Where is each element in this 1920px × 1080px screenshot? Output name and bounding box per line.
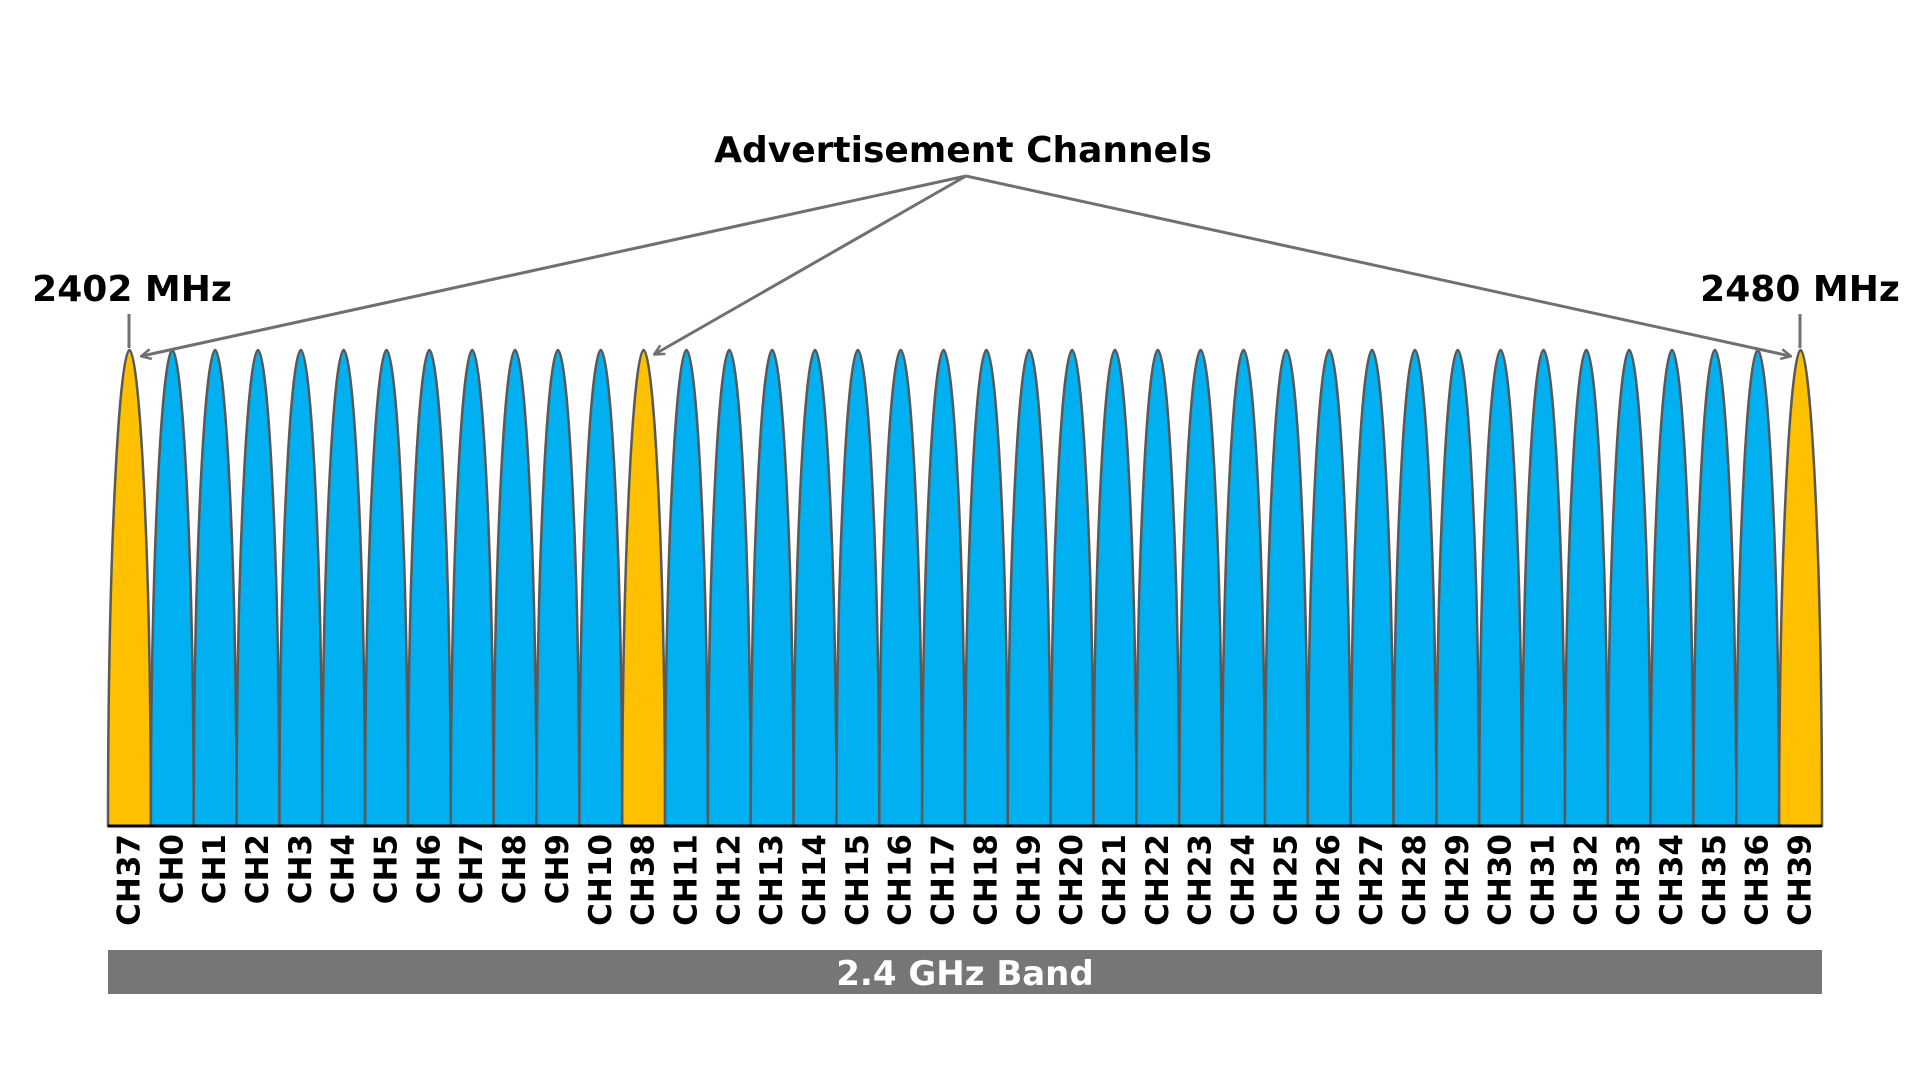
channel-label-ch6: CH6 [411, 834, 447, 904]
channel-lobe-ch17 [920, 348, 967, 828]
channel-lobe-ch38 [620, 348, 667, 828]
channel-lobe-ch22 [1135, 348, 1181, 828]
channel-lobe-ch26 [1306, 348, 1352, 828]
channel-label-ch37: CH37 [111, 834, 147, 926]
channel-lobe-ch34 [1649, 348, 1695, 828]
channel-lobe-ch14 [792, 348, 838, 828]
channel-label-ch39: CH39 [1783, 834, 1819, 926]
channel-lobes [106, 348, 1824, 828]
channel-lobe-ch39 [1777, 348, 1824, 828]
advertisement-arrows [142, 174, 1790, 356]
channel-lobe-ch6 [406, 348, 453, 828]
channel-lobe-ch13 [749, 348, 795, 828]
channel-label-ch16: CH16 [883, 834, 919, 926]
channel-label-ch14: CH14 [797, 834, 833, 926]
channel-label-ch30: CH30 [1483, 834, 1519, 926]
channel-label-ch33: CH33 [1611, 834, 1647, 926]
channel-label-ch11: CH11 [668, 834, 704, 926]
channel-lobe-ch25 [1263, 348, 1310, 828]
channel-label-ch25: CH25 [1268, 834, 1304, 926]
channel-label-ch24: CH24 [1226, 834, 1262, 926]
channel-labels: CH37 CH0 CH1 CH2 CH3 CH4 CH5 CH6 CH7 CH8 CH9 CH10 CH… [111, 834, 1818, 926]
channel-label-ch7: CH7 [454, 834, 490, 904]
channel-label-ch34: CH34 [1654, 834, 1690, 926]
arrow-to-ch39 [965, 174, 1790, 356]
channel-lobe-ch37 [106, 348, 153, 828]
channel-lobe-ch8 [492, 348, 538, 828]
channel-lobe-ch11 [663, 348, 710, 828]
channel-label-ch20: CH20 [1054, 834, 1090, 926]
channel-label-ch29: CH29 [1440, 834, 1476, 926]
channel-lobe-ch27 [1349, 348, 1395, 828]
channel-lobe-ch19 [1006, 348, 1052, 828]
channel-lobe-ch20 [1049, 348, 1095, 828]
channel-lobe-ch12 [706, 348, 753, 828]
band-label: 2.4 GHz Band [836, 954, 1093, 994]
channel-lobe-ch7 [449, 348, 495, 828]
channel-lobe-ch2 [235, 348, 281, 828]
channel-label-ch35: CH35 [1697, 834, 1733, 926]
channel-label-ch1: CH1 [197, 834, 233, 904]
channel-lobe-ch16 [878, 348, 924, 828]
channel-lobe-ch21 [1092, 348, 1138, 828]
channel-lobe-ch9 [535, 348, 581, 828]
channel-lobe-ch15 [835, 348, 881, 828]
channel-label-ch12: CH12 [711, 834, 747, 926]
channel-label-ch18: CH18 [968, 834, 1004, 926]
channel-label-ch17: CH17 [926, 834, 962, 926]
channel-lobe-ch36 [1735, 348, 1781, 828]
channel-label-ch0: CH0 [154, 834, 190, 904]
channel-lobe-ch1 [192, 348, 238, 828]
arrow-to-ch37 [142, 174, 967, 356]
channel-label-ch2: CH2 [240, 834, 276, 904]
channel-lobe-ch0 [149, 348, 195, 828]
channel-lobe-ch5 [363, 348, 410, 828]
channel-label-ch10: CH10 [583, 834, 619, 926]
channel-lobe-ch23 [1177, 348, 1224, 828]
channel-label-ch15: CH15 [840, 834, 876, 926]
channel-label-ch32: CH32 [1568, 834, 1604, 926]
channel-lobe-ch32 [1563, 348, 1610, 828]
channel-label-ch8: CH8 [497, 834, 533, 904]
channel-lobe-ch4 [320, 348, 367, 828]
channel-label-ch19: CH19 [1011, 834, 1047, 926]
channel-label-ch21: CH21 [1097, 834, 1133, 926]
channel-label-ch13: CH13 [754, 834, 790, 926]
freq-end-label: 2480 MHz [1700, 269, 1900, 310]
channel-lobe-ch28 [1392, 348, 1438, 828]
channel-label-ch31: CH31 [1525, 834, 1561, 926]
channel-label-ch28: CH28 [1397, 834, 1433, 926]
freq-start-label: 2402 MHz [32, 269, 232, 310]
channel-label-ch26: CH26 [1311, 834, 1347, 926]
channel-label-ch38: CH38 [626, 834, 662, 926]
diagram-title: Advertisement Channels [714, 130, 1212, 171]
channel-label-ch5: CH5 [369, 834, 405, 904]
channel-lobe-ch24 [1220, 348, 1267, 828]
channel-label-ch22: CH22 [1140, 834, 1176, 926]
channel-lobe-ch29 [1435, 348, 1481, 828]
channel-label-ch9: CH9 [540, 834, 576, 904]
channel-lobe-ch33 [1606, 348, 1652, 828]
channel-label-ch36: CH36 [1740, 834, 1776, 926]
channel-lobe-ch35 [1692, 348, 1738, 828]
channel-lobe-ch30 [1477, 348, 1524, 828]
band-bar [108, 950, 1822, 994]
channel-label-ch4: CH4 [326, 834, 362, 904]
channel-label-ch23: CH23 [1183, 834, 1219, 926]
arrow-to-ch38 [655, 174, 967, 354]
channel-lobe-ch31 [1520, 348, 1567, 828]
channel-lobe-ch10 [578, 348, 624, 828]
channel-label-ch3: CH3 [283, 834, 319, 904]
channel-label-ch27: CH27 [1354, 834, 1390, 926]
channel-lobe-ch3 [278, 348, 324, 828]
channel-lobe-ch18 [963, 348, 1010, 828]
